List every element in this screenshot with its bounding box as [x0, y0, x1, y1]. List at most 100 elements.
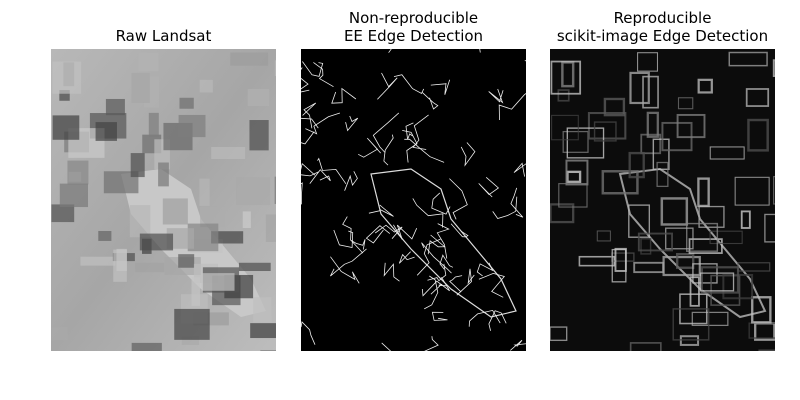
edge [412, 198, 444, 228]
edge [383, 262, 400, 282]
field [211, 231, 244, 244]
field [211, 146, 246, 160]
edge [377, 72, 398, 100]
edge [439, 254, 454, 270]
field [158, 162, 169, 187]
edge [640, 238, 652, 255]
edge [751, 296, 772, 324]
edge [675, 252, 695, 269]
edge [662, 255, 701, 277]
field [162, 198, 188, 225]
edge [449, 178, 468, 220]
edge [665, 227, 694, 250]
field [116, 248, 127, 271]
edge [301, 162, 319, 177]
edge [764, 213, 775, 243]
panel-title: Raw Landsat [116, 27, 212, 45]
panel-title: scikit-image Edge Detection [557, 27, 768, 45]
edge [350, 239, 366, 250]
edge [697, 78, 713, 94]
edge [498, 92, 526, 121]
edge [699, 272, 735, 292]
edge [603, 97, 626, 117]
edge [558, 183, 588, 208]
field [135, 262, 165, 273]
edge [628, 151, 645, 179]
field [52, 115, 80, 140]
edge [488, 310, 507, 331]
edge [430, 79, 451, 95]
field [230, 52, 269, 66]
edge [745, 88, 770, 107]
edge [688, 238, 723, 254]
edge [365, 225, 391, 244]
edge [393, 224, 418, 240]
edge [436, 223, 450, 259]
field [59, 90, 70, 101]
edge [492, 196, 518, 219]
field [250, 323, 276, 339]
edge [302, 61, 324, 77]
field [260, 350, 276, 351]
edge [478, 176, 500, 198]
edge [424, 275, 439, 310]
field [131, 342, 162, 351]
edge [383, 134, 394, 166]
edge [566, 170, 582, 183]
edge [468, 309, 501, 327]
edge [642, 75, 659, 109]
field [199, 178, 210, 206]
edge [416, 238, 441, 276]
field [59, 183, 89, 208]
edge [309, 169, 331, 184]
edge [305, 112, 341, 135]
edge [405, 122, 414, 140]
field [52, 61, 82, 94]
edge [601, 170, 639, 195]
edge [301, 182, 303, 205]
edge [689, 276, 700, 307]
field [174, 308, 210, 340]
field [178, 254, 195, 268]
edge [358, 137, 381, 158]
edge [709, 146, 745, 160]
field [200, 206, 225, 228]
field [51, 204, 75, 223]
edge [460, 142, 476, 167]
edge [302, 102, 317, 129]
edge [427, 234, 446, 255]
edge [550, 326, 568, 342]
field [265, 214, 276, 242]
edge [301, 131, 315, 145]
edge [700, 266, 740, 294]
edge [513, 162, 526, 177]
field [178, 114, 206, 138]
edge [313, 62, 334, 88]
panel-title: EE Edge Detection [344, 27, 483, 45]
edge [331, 87, 357, 104]
edge [672, 308, 710, 341]
field [166, 228, 194, 249]
edge [557, 89, 570, 102]
field [274, 60, 276, 76]
field [138, 52, 159, 72]
edge [330, 248, 367, 277]
edge [431, 192, 451, 215]
field [201, 273, 235, 291]
field [103, 171, 139, 194]
edge [587, 112, 627, 140]
edge [734, 176, 770, 206]
edge [524, 59, 526, 62]
edge [596, 230, 611, 242]
edge [424, 336, 439, 351]
edge [686, 222, 719, 252]
edge [637, 52, 659, 72]
edge [637, 232, 674, 252]
edge [412, 114, 429, 150]
field [130, 153, 145, 178]
edge [758, 349, 775, 351]
edge [456, 268, 475, 296]
edge [593, 121, 617, 142]
